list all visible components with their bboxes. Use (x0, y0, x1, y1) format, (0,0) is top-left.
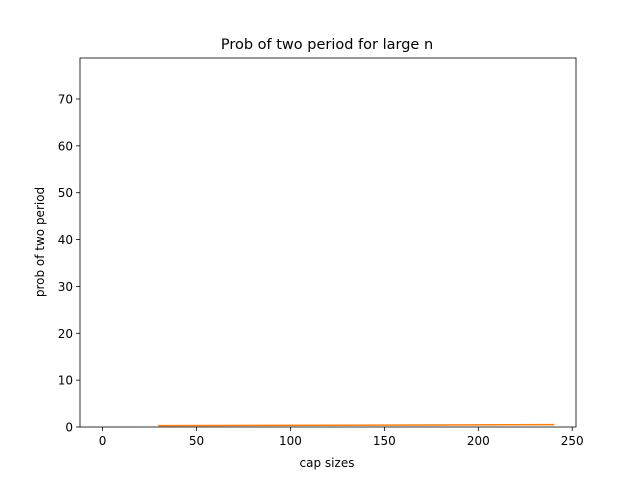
y-tick-label: 0 (65, 421, 73, 435)
chart-title: Prob of two period for large n (221, 37, 433, 53)
plot-area (158, 423, 555, 427)
y-tick-label: 70 (58, 93, 73, 107)
x-axis-title: cap sizes (300, 456, 355, 470)
x-tick-label: 100 (279, 434, 302, 448)
x-tick-label: 150 (373, 434, 396, 448)
y-tick-label: 30 (58, 280, 73, 294)
y-axis: 0 10 20 30 40 50 60 70 (58, 93, 80, 435)
y-axis-title: prob of two period (33, 187, 47, 297)
x-axis: 0 50 100 150 200 250 (99, 427, 584, 448)
plot-frame (79, 57, 577, 428)
y-tick-label: 50 (58, 186, 73, 200)
x-tick-label: 0 (99, 434, 107, 448)
x-tick-label: 50 (189, 434, 204, 448)
y-tick-label: 20 (58, 327, 73, 341)
y-tick-label: 10 (58, 374, 73, 388)
x-tick-label: 250 (561, 434, 584, 448)
y-tick-label: 40 (58, 233, 73, 247)
x-tick-label: 200 (467, 434, 490, 448)
y-tick-label: 60 (58, 139, 73, 153)
series-line-1 (158, 423, 555, 427)
